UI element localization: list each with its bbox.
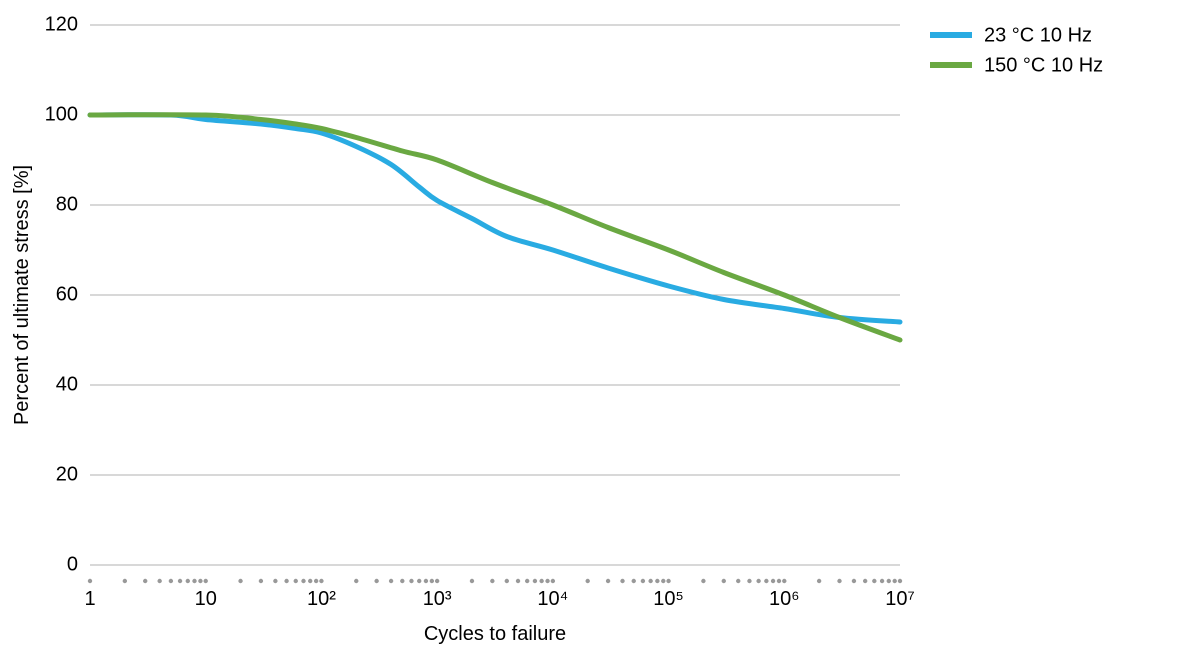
x-tick-label: 10 bbox=[195, 588, 217, 610]
minor-tick-dot bbox=[314, 579, 318, 583]
minor-tick-dot bbox=[771, 579, 775, 583]
minor-tick-dot bbox=[301, 579, 305, 583]
minor-tick-dot bbox=[284, 579, 288, 583]
x-tick-label: 1 bbox=[84, 588, 95, 610]
minor-tick-dot bbox=[641, 579, 645, 583]
x-tick-label: 10² bbox=[307, 588, 336, 610]
minor-tick-dot bbox=[123, 579, 127, 583]
minor-tick-dot bbox=[435, 579, 439, 583]
minor-tick-dot bbox=[198, 579, 202, 583]
minor-tick-dot bbox=[666, 579, 670, 583]
minor-tick-dot bbox=[88, 579, 92, 583]
minor-tick-dot bbox=[606, 579, 610, 583]
x-tick-label: 10⁶ bbox=[769, 588, 799, 610]
legend-swatch bbox=[930, 32, 972, 38]
legend-label: 23 °C 10 Hz bbox=[984, 24, 1092, 46]
minor-tick-dot bbox=[143, 579, 147, 583]
minor-tick-dot bbox=[648, 579, 652, 583]
minor-tick-dot bbox=[632, 579, 636, 583]
minor-tick-dot bbox=[259, 579, 263, 583]
minor-tick-dot bbox=[782, 579, 786, 583]
y-tick-label: 100 bbox=[45, 103, 78, 125]
y-tick-label: 0 bbox=[67, 553, 78, 575]
minor-tick-dot bbox=[169, 579, 173, 583]
x-tick-label: 10³ bbox=[423, 588, 452, 610]
x-tick-label: 10⁷ bbox=[885, 588, 914, 610]
minor-tick-dot bbox=[516, 579, 520, 583]
minor-tick-dot bbox=[756, 579, 760, 583]
minor-tick-dot bbox=[409, 579, 413, 583]
minor-tick-dot bbox=[157, 579, 161, 583]
minor-tick-dot bbox=[204, 579, 208, 583]
minor-tick-dot bbox=[424, 579, 428, 583]
minor-tick-dot bbox=[539, 579, 543, 583]
minor-tick-dot bbox=[585, 579, 589, 583]
minor-tick-dot bbox=[308, 579, 312, 583]
minor-tick-dot bbox=[852, 579, 856, 583]
minor-tick-dot bbox=[490, 579, 494, 583]
y-tick-label: 20 bbox=[56, 463, 78, 485]
legend-swatch bbox=[930, 62, 972, 68]
minor-tick-dot bbox=[872, 579, 876, 583]
y-tick-label: 60 bbox=[56, 283, 78, 305]
minor-tick-dot bbox=[551, 579, 555, 583]
minor-tick-dot bbox=[863, 579, 867, 583]
minor-tick-dot bbox=[545, 579, 549, 583]
minor-tick-dot bbox=[533, 579, 537, 583]
minor-tick-dot bbox=[389, 579, 393, 583]
minor-tick-dot bbox=[764, 579, 768, 583]
minor-tick-dot bbox=[192, 579, 196, 583]
minor-tick-dot bbox=[238, 579, 242, 583]
minor-tick-dot bbox=[186, 579, 190, 583]
minor-tick-dot bbox=[319, 579, 323, 583]
minor-tick-dot bbox=[817, 579, 821, 583]
minor-tick-dot bbox=[701, 579, 705, 583]
minor-tick-dot bbox=[898, 579, 902, 583]
minor-tick-dot bbox=[893, 579, 897, 583]
minor-tick-dot bbox=[661, 579, 665, 583]
minor-tick-dot bbox=[837, 579, 841, 583]
y-tick-label: 80 bbox=[56, 193, 78, 215]
minor-tick-dot bbox=[736, 579, 740, 583]
y-axis-title: Percent of ultimate stress [%] bbox=[11, 165, 33, 425]
minor-tick-dot bbox=[374, 579, 378, 583]
minor-tick-dot bbox=[887, 579, 891, 583]
minor-tick-dot bbox=[178, 579, 182, 583]
minor-tick-dot bbox=[400, 579, 404, 583]
minor-tick-dot bbox=[525, 579, 529, 583]
legend-label: 150 °C 10 Hz bbox=[984, 54, 1103, 76]
minor-tick-dot bbox=[620, 579, 624, 583]
minor-tick-dot bbox=[430, 579, 434, 583]
minor-tick-dot bbox=[505, 579, 509, 583]
chart-svg: 0 20 40 60 80 100 120 1 10 10² 10³ 10⁴ 10⁵ 10⁶ 10⁷ Cycl… bbox=[0, 0, 1198, 663]
minor-tick-dot bbox=[880, 579, 884, 583]
x-axis-title: Cycles to failure bbox=[424, 623, 566, 645]
x-tick-label: 10⁴ bbox=[537, 588, 568, 610]
minor-tick-dot bbox=[777, 579, 781, 583]
minor-tick-dot bbox=[747, 579, 751, 583]
fatigue-chart: 0 20 40 60 80 100 120 1 10 10² 10³ 10⁴ 10⁵ 10⁶ 10⁷ Cycl… bbox=[0, 0, 1198, 663]
minor-tick-dot bbox=[722, 579, 726, 583]
minor-tick-dot bbox=[273, 579, 277, 583]
minor-tick-dot bbox=[294, 579, 298, 583]
y-tick-label: 40 bbox=[56, 373, 78, 395]
y-tick-label: 120 bbox=[45, 13, 78, 35]
minor-tick-dot bbox=[655, 579, 659, 583]
minor-tick-dot bbox=[354, 579, 358, 583]
x-tick-label: 10⁵ bbox=[653, 588, 684, 610]
minor-tick-dot bbox=[470, 579, 474, 583]
minor-tick-dot bbox=[417, 579, 421, 583]
